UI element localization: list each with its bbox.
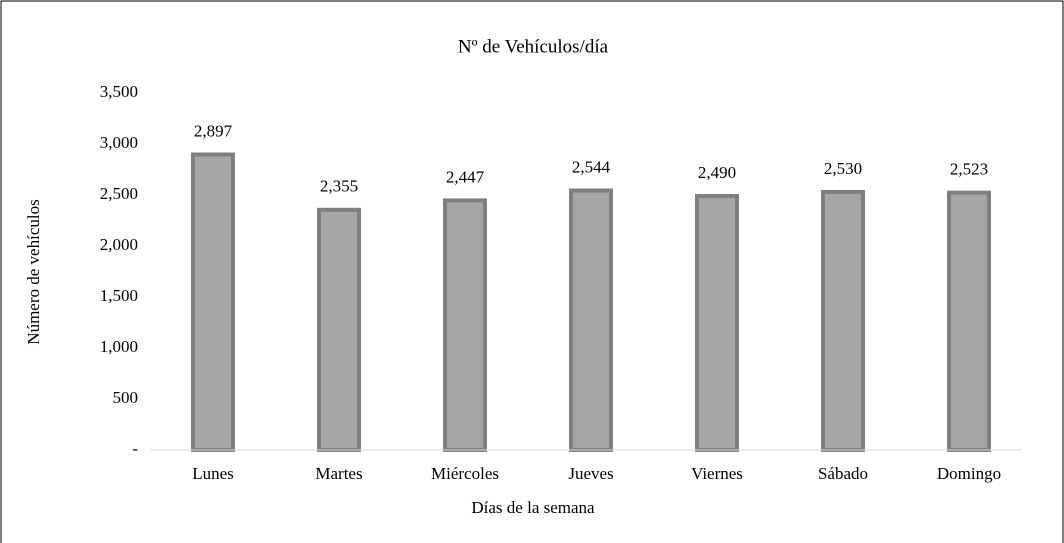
x-axis-label: Días de la semana <box>471 498 595 517</box>
bar <box>947 190 991 453</box>
chart-title: Nº de Vehículos/día <box>458 36 609 57</box>
y-tick-label: 2,500 <box>100 184 138 203</box>
y-tick-label: 3,000 <box>100 133 138 152</box>
value-label: 2,544 <box>572 157 611 176</box>
y-tick-label: 1,500 <box>100 286 138 305</box>
y-axis-label: Número de vehículos <box>24 199 43 344</box>
y-tick-label: 1,000 <box>100 337 138 356</box>
value-label: 2,447 <box>446 167 485 186</box>
value-label: 2,897 <box>194 121 233 140</box>
x-tick-label: Jueves <box>568 464 613 483</box>
bar <box>191 152 235 452</box>
bar <box>443 198 487 452</box>
y-tick-label: - <box>132 439 138 458</box>
value-label: 2,530 <box>824 159 862 178</box>
x-tick-label: Sábado <box>818 464 868 483</box>
y-tick-label: 500 <box>113 388 139 407</box>
bar <box>695 194 739 452</box>
y-tick-label: 3,500 <box>100 82 138 101</box>
x-tick-label: Lunes <box>192 464 234 483</box>
bar <box>569 188 613 452</box>
value-label: 2,355 <box>320 177 358 196</box>
x-tick-label: Domingo <box>937 464 1001 483</box>
bar <box>821 189 865 452</box>
value-label: 2,490 <box>698 163 736 182</box>
bar <box>317 207 361 452</box>
x-tick-label: Miércoles <box>431 464 499 483</box>
x-tick-label: Viernes <box>691 464 743 483</box>
value-label: 2,523 <box>950 160 988 179</box>
x-tick-label: Martes <box>315 464 362 483</box>
y-tick-label: 2,000 <box>100 235 138 254</box>
